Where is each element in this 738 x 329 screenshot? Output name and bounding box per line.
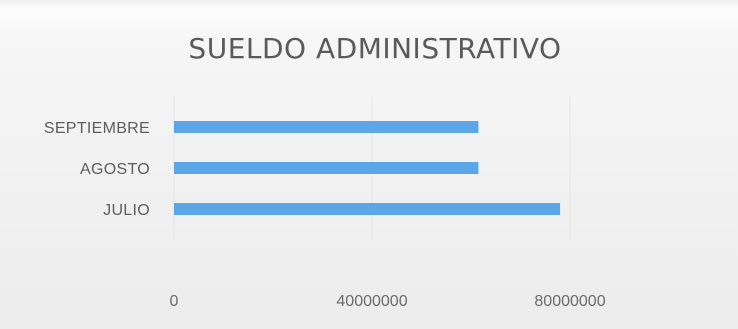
category-label-septiembre: SEPTIEMBRE [44, 120, 150, 137]
bar-septiembre [174, 121, 479, 133]
scan-top-edge [0, 0, 738, 8]
category-label-agosto: AGOSTO [80, 161, 150, 178]
bar-agosto [174, 162, 479, 174]
x-tick-label: 80000000 [534, 293, 605, 310]
chart-title: SUELDO ADMINISTRATIVO [188, 32, 562, 65]
x-tick-label: 40000000 [336, 293, 407, 310]
x-tick-label: 0 [170, 293, 179, 310]
category-label-julio: JULIO [103, 202, 150, 219]
bar-julio [174, 203, 561, 215]
